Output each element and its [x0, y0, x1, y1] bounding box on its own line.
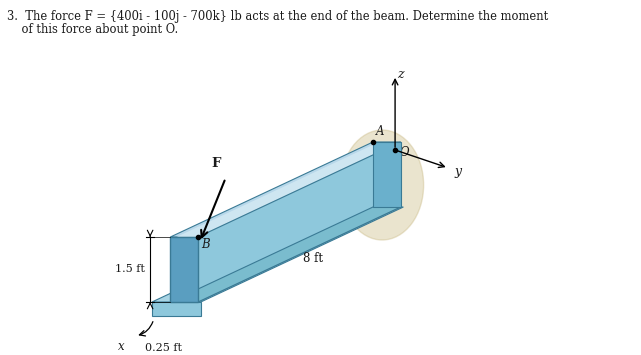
Text: z: z — [397, 68, 404, 81]
Ellipse shape — [341, 130, 424, 240]
Polygon shape — [172, 144, 399, 239]
Text: of this force about point O.: of this force about point O. — [7, 23, 179, 36]
Text: A: A — [376, 125, 384, 138]
Polygon shape — [198, 142, 401, 302]
Text: x: x — [118, 339, 124, 353]
Text: 8 ft: 8 ft — [303, 252, 323, 266]
Text: F: F — [212, 157, 221, 170]
Polygon shape — [152, 207, 403, 302]
Text: 1.5 ft: 1.5 ft — [115, 264, 145, 274]
Text: 0.25 ft: 0.25 ft — [145, 343, 181, 353]
Polygon shape — [171, 237, 198, 302]
Text: y: y — [455, 165, 462, 179]
Text: B: B — [201, 239, 210, 251]
Text: 3.  The force F = {400i - 100j - 700k} lb acts at the end of the beam. Determine: 3. The force F = {400i - 100j - 700k} lb… — [7, 10, 549, 23]
Polygon shape — [373, 142, 401, 207]
Polygon shape — [171, 207, 401, 302]
Polygon shape — [152, 302, 201, 316]
Polygon shape — [171, 142, 401, 237]
Text: O: O — [400, 146, 410, 159]
